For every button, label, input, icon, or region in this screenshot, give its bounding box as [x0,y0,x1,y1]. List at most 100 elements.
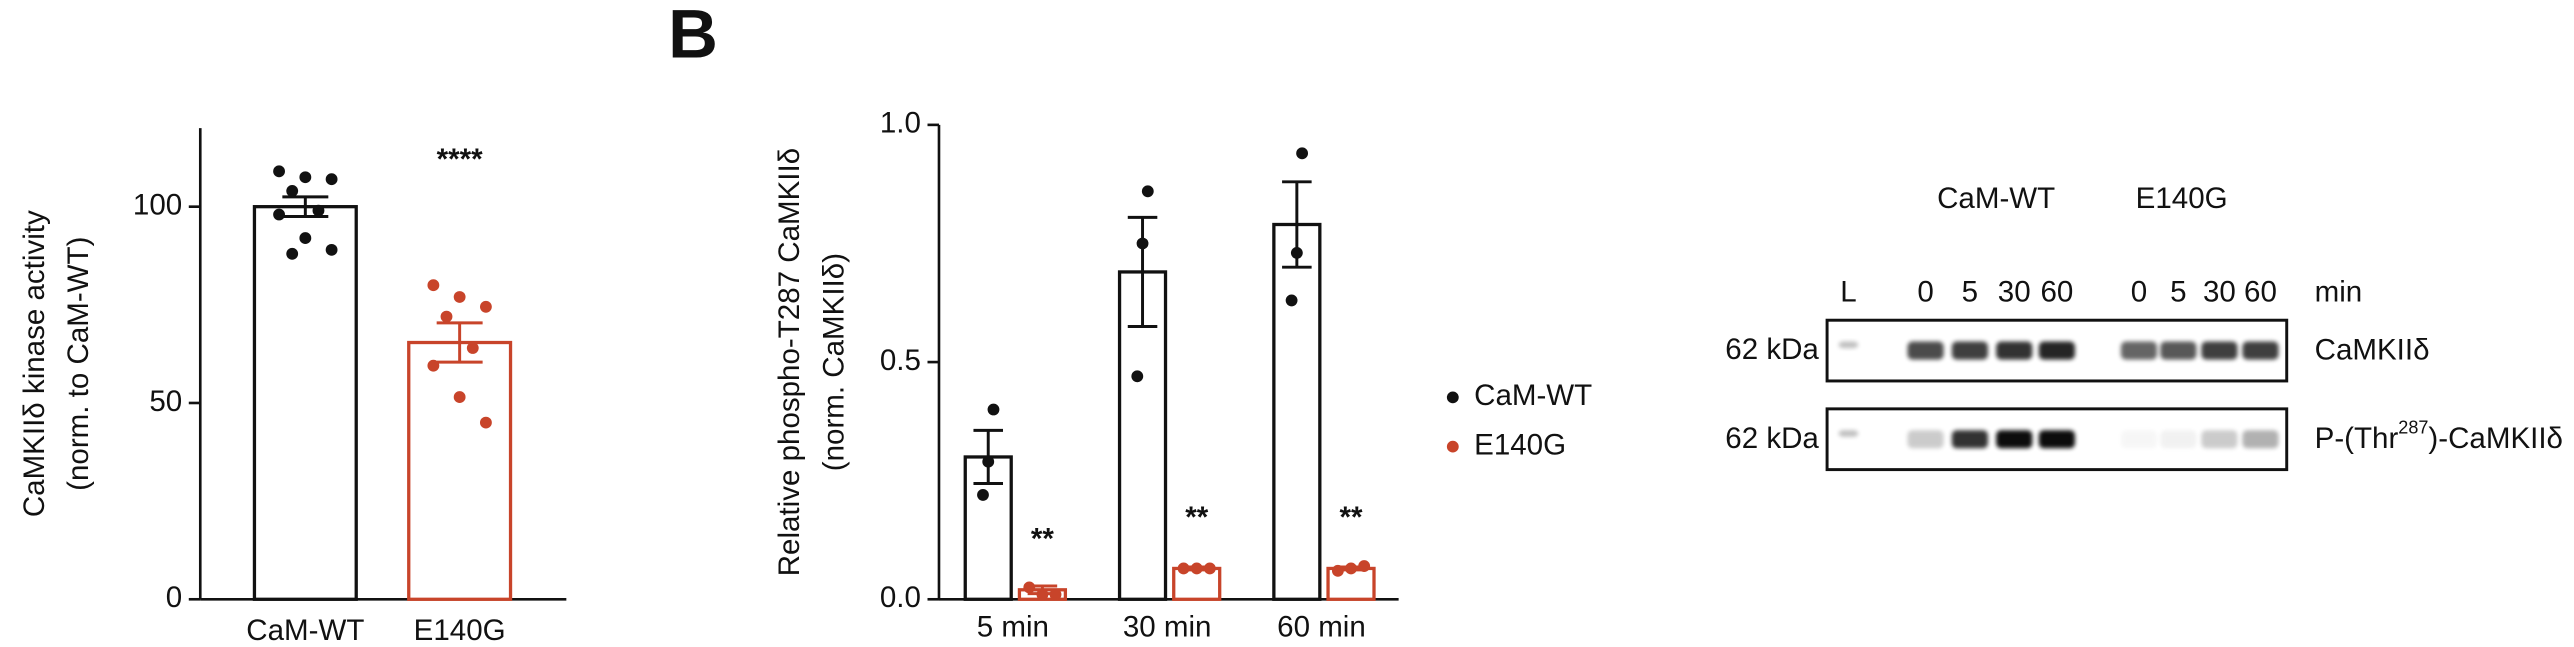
data-point [1023,581,1036,594]
data-point [286,185,299,197]
x-tick-label: CaM-WT [246,614,364,647]
legend-label: E140G [1474,428,1566,461]
bar [963,455,1013,601]
y-axis-label: CaMKIIδ kinase activity [18,210,51,517]
data-point [286,247,299,260]
blot-band [2201,430,2238,449]
lane-label: 60 [2040,276,2073,309]
data-point [299,232,312,244]
blot-band [1907,430,1944,449]
blot-band [2121,430,2157,448]
marker-label: 62 kDa [1725,333,1819,366]
lane-label: L [1840,276,1856,309]
x-tick-label: 60 min [1277,611,1366,644]
lane-label: 5 [2170,276,2186,309]
data-point [427,359,440,372]
legend-marker [1446,391,1459,404]
data-point [1285,294,1298,307]
panel-letter: B [668,0,718,73]
data-point [325,243,338,256]
row-label-sup: 287 [2398,417,2428,437]
significance: **** [437,143,483,176]
row-label-text: P-(Thr [2315,422,2399,455]
blot-band [2160,430,2197,449]
blot-band [2201,341,2238,360]
blot-band [2160,341,2197,360]
blot-band [1907,341,1944,360]
data-point [1296,147,1309,160]
data-point [1136,237,1149,250]
significance: ** [1340,501,1363,534]
row-label: P-(Thr287)-CaMKIIδ [2315,417,2563,455]
bar [407,340,513,601]
data-point [1203,562,1216,575]
data-point [1331,564,1344,577]
lane-label: 5 [1962,276,1978,309]
row-label-text: )-CaMKIIδ [2428,422,2563,455]
blot-band [2038,341,2075,360]
data-point [982,455,995,468]
blot-band [1838,341,1859,349]
blot-header: E140G [2136,182,2228,215]
blot-band [1996,430,2033,449]
lane-label: 30 [1998,276,2031,309]
data-point [440,310,453,323]
data-point [273,165,285,178]
error-bar [436,321,483,364]
unit-label: min [2315,276,2363,309]
bar [252,205,358,601]
legend-label: CaM-WT [1474,379,1592,412]
blot-band [2242,430,2279,449]
lane-label: 60 [2244,276,2277,309]
data-point [325,173,338,186]
x-tick-label: E140G [414,614,506,647]
x-tick-label: 5 min [977,611,1049,644]
data-point [1177,562,1190,575]
marker-label: 62 kDa [1725,422,1819,455]
error-bar [1127,215,1158,328]
row-label-text: CaMKIIδ [2315,333,2430,366]
y-tick-label: 50 [149,385,182,418]
blot-band [1838,430,1859,437]
data-point [453,391,466,404]
blot-band [2242,341,2279,360]
y-tick-label: 0.0 [880,581,921,614]
y-axis-label: (norm. CaMKIIδ) [817,253,850,471]
blot-band [1951,341,1988,360]
data-point [273,208,285,221]
blot-header: CaM-WT [1937,182,2055,215]
lane-label: 30 [2203,276,2236,309]
data-point [987,403,1000,416]
y-tick-label: 0.5 [880,344,921,377]
data-point [312,204,325,217]
y-tick-label: 100 [133,188,182,221]
data-point [1358,560,1371,572]
lane-label: 0 [1917,276,1933,309]
x-tick-label: 30 min [1123,611,1212,644]
y-tick-label: 1.0 [880,107,921,140]
blot-band [1951,430,1988,449]
blot-band [1996,341,2033,360]
data-point [479,416,492,429]
significance: ** [1031,522,1054,555]
error-bar [282,195,329,218]
data-point [1036,588,1049,601]
data-point [1345,562,1357,575]
significance: ** [1185,501,1208,534]
bar [1272,222,1322,601]
y-axis-label: Relative phospho-T287 CaMKIIδ [773,148,806,576]
data-point [453,291,466,303]
data-point [1131,370,1144,383]
y-tick-label: 0 [166,581,182,614]
blot-band [2120,341,2158,360]
data-point [1141,185,1154,198]
data-point [427,279,440,292]
data-point [977,489,989,501]
data-point [299,171,312,184]
data-point [1190,562,1203,575]
data-point [479,300,492,313]
row-label: CaMKIIδ [2315,333,2430,366]
lane-label: 0 [2131,276,2147,309]
